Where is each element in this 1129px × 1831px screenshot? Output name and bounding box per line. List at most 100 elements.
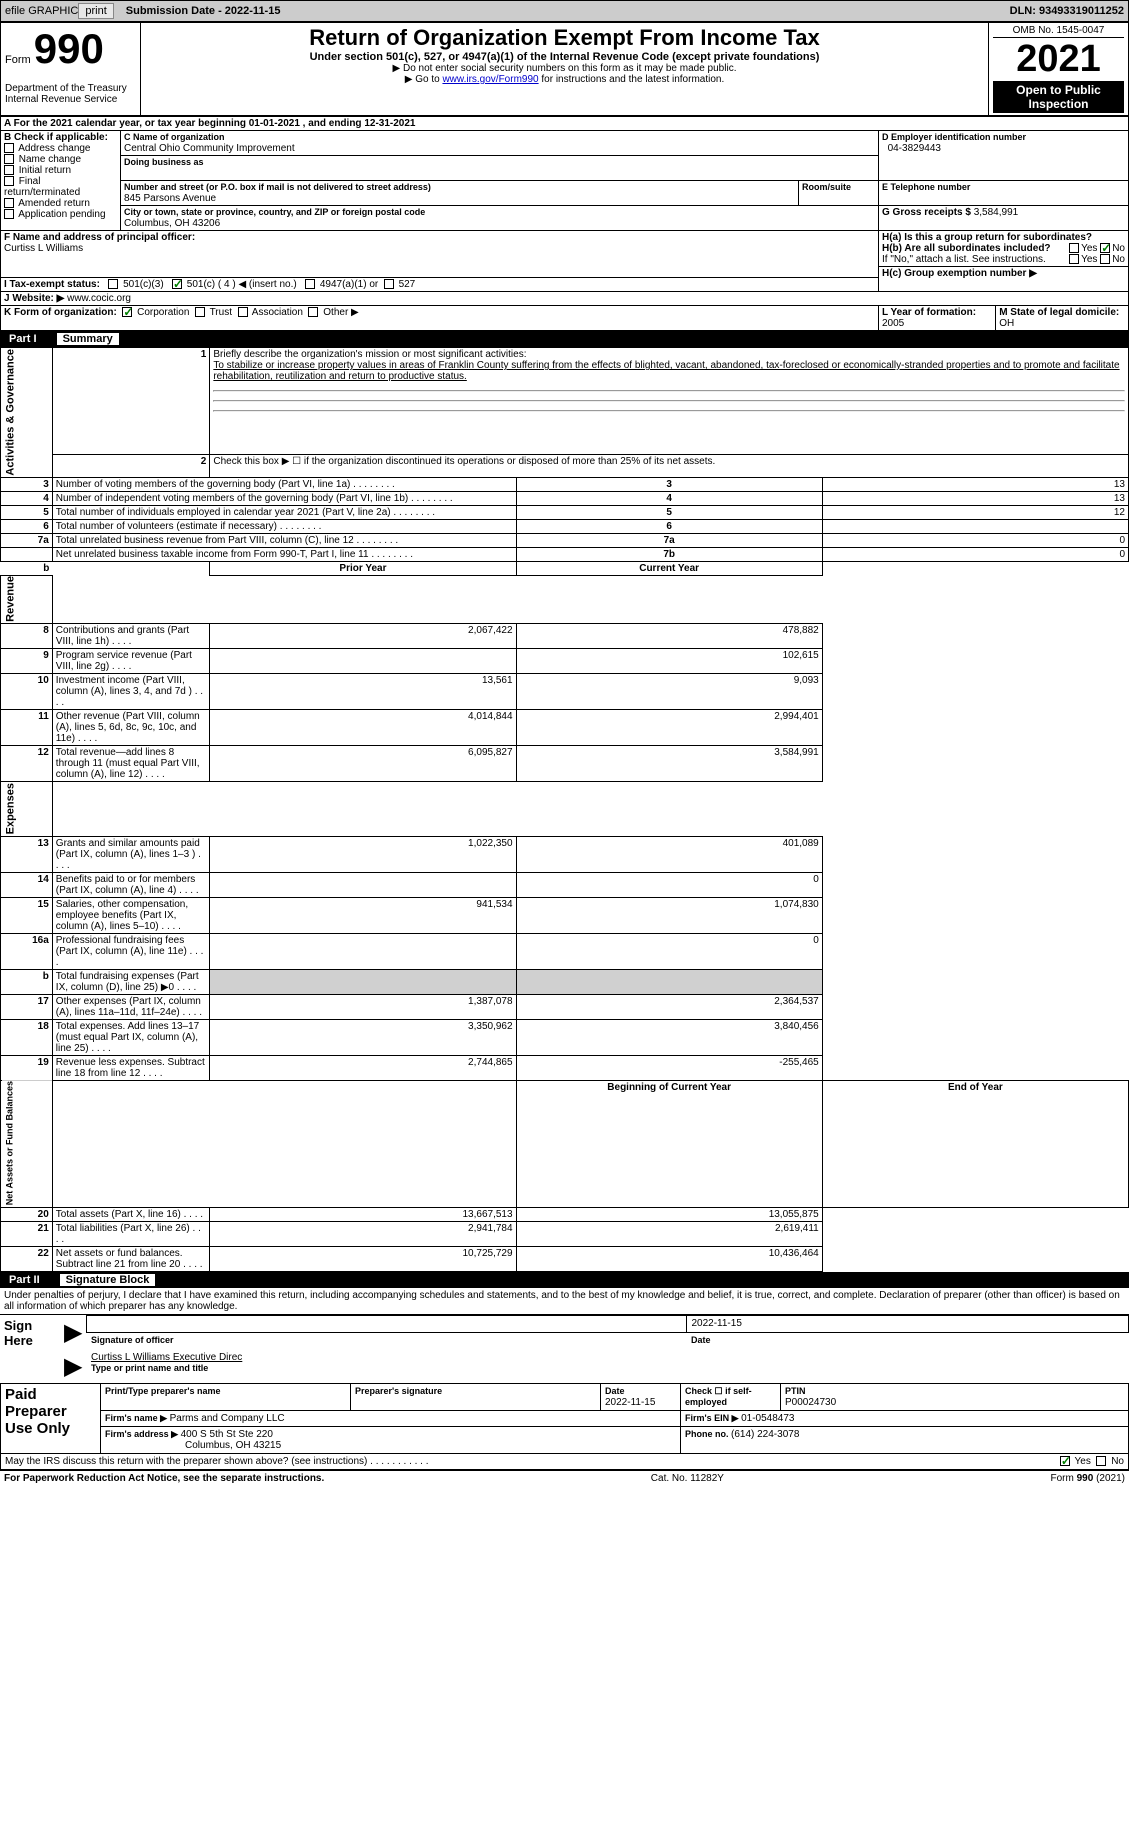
form-subtitle: Under section 501(c), 527, or 4947(a)(1)… — [145, 51, 984, 63]
form-title: Return of Organization Exempt From Incom… — [145, 25, 984, 51]
table-row: 8Contributions and grants (Part VIII, li… — [1, 624, 1129, 649]
k-label: K Form of organization: — [4, 307, 117, 318]
ha-yes-checkbox[interactable] — [1069, 243, 1079, 253]
table-row: 9Program service revenue (Part VIII, lin… — [1, 649, 1129, 674]
part1-header: Part I Summary — [0, 331, 1129, 347]
gross-receipts: 3,584,991 — [974, 207, 1019, 218]
k-trust-checkbox[interactable] — [195, 307, 205, 317]
tax-year: 2021 — [993, 38, 1124, 81]
b-option: Address change — [4, 143, 117, 154]
irs-link[interactable]: www.irs.gov/Form990 — [442, 74, 538, 85]
k-corp-checkbox[interactable] — [122, 307, 132, 317]
submission-date: Submission Date - 2022-11-15 — [126, 5, 281, 17]
irs-label: Internal Revenue Service — [5, 94, 136, 105]
form-number: 990 — [34, 25, 104, 72]
arrow-icon: ▶ — [64, 1353, 82, 1380]
street-address: 845 Parsons Avenue — [124, 193, 216, 204]
b-option: Initial return — [4, 165, 117, 176]
q2: Check this box ▶ ☐ if the organization d… — [210, 454, 1129, 477]
discuss-row: May the IRS discuss this return with the… — [0, 1454, 1129, 1470]
e-label: E Telephone number — [882, 182, 970, 192]
section-a: A For the 2021 calendar year, or tax yea… — [0, 116, 1129, 331]
table-row: 17Other expenses (Part IX, column (A), l… — [1, 994, 1129, 1019]
omb-number: OMB No. 1545-0047 — [993, 25, 1124, 38]
i-label: I Tax-exempt status: — [4, 279, 100, 290]
k-assoc-checkbox[interactable] — [238, 307, 248, 317]
hb-note: If "No," attach a list. See instructions… — [882, 254, 1046, 265]
ein: 04-3829443 — [888, 143, 941, 154]
k-other-checkbox[interactable] — [308, 307, 318, 317]
table-row: 20Total assets (Part X, line 16) . . . .… — [1, 1208, 1129, 1222]
b-option: Amended return — [4, 198, 117, 209]
top-bar: efile GRAPHIC print Submission Date - 20… — [0, 0, 1129, 22]
f-label: F Name and address of principal officer: — [4, 232, 195, 243]
i-501c-checkbox[interactable] — [172, 279, 182, 289]
table-row: 14Benefits paid to or for members (Part … — [1, 872, 1129, 897]
c-label: C Name of organization — [124, 132, 225, 142]
table-row: 18Total expenses. Add lines 13–17 (must … — [1, 1019, 1129, 1055]
table-row: 22Net assets or fund balances. Subtract … — [1, 1247, 1129, 1272]
form-note1: ▶ Do not enter social security numbers o… — [145, 63, 984, 74]
form-label: Form — [5, 54, 31, 66]
hb-label: H(b) Are all subordinates included? — [882, 243, 1051, 254]
table-row: 4Number of independent voting members of… — [1, 491, 1129, 505]
table-row: 12Total revenue—add lines 8 through 11 (… — [1, 746, 1129, 782]
sign-here: Sign Here — [4, 1318, 33, 1348]
ha-label: H(a) Is this a group return for subordin… — [882, 232, 1092, 243]
ptin: P00024730 — [785, 1397, 836, 1408]
i-501c3-checkbox[interactable] — [108, 279, 118, 289]
firm-phone: (614) 224-3078 — [731, 1429, 799, 1440]
preparer-table: Paid Preparer Use Only Print/Type prepar… — [0, 1383, 1129, 1454]
table-row: 15Salaries, other compensation, employee… — [1, 897, 1129, 933]
side-revenue: Revenue — [1, 575, 53, 624]
mission-text: To stabilize or increase property values… — [213, 360, 1119, 382]
arrow-icon: ▶ — [64, 1319, 82, 1346]
b-option: Name change — [4, 154, 117, 165]
table-row: 13Grants and similar amounts paid (Part … — [1, 836, 1129, 872]
efile-label: efile GRAPHIC — [5, 5, 78, 17]
officer-typed-name: Curtiss L Williams Executive Direc — [91, 1352, 1125, 1363]
sig-date: 2022-11-15 — [691, 1318, 741, 1329]
year-formation: 2005 — [882, 318, 904, 329]
ha-no-checkbox[interactable] — [1100, 243, 1110, 253]
table-row: 19Revenue less expenses. Subtract line 1… — [1, 1055, 1129, 1080]
footer-right: Form 990 (2021) — [1051, 1473, 1125, 1484]
open-inspection: Open to Public Inspection — [993, 81, 1124, 113]
table-row: bTotal fundraising expenses (Part IX, co… — [1, 969, 1129, 994]
signature-table: Sign Here ▶ 2022-11-15 Signature of offi… — [0, 1315, 1129, 1383]
discuss-no-checkbox[interactable] — [1096, 1456, 1106, 1466]
paid-preparer: Paid Preparer Use Only — [5, 1386, 70, 1437]
dba-label: Doing business as — [124, 157, 204, 167]
dln: DLN: 93493319011252 — [1010, 5, 1124, 17]
declaration: Under penalties of perjury, I declare th… — [0, 1288, 1129, 1315]
i-527-checkbox[interactable] — [384, 279, 394, 289]
firm-ein: 01-0548473 — [741, 1413, 794, 1424]
form-note2: ▶ Go to www.irs.gov/Form990 for instruct… — [145, 74, 984, 85]
table-row: 11Other revenue (Part VIII, column (A), … — [1, 710, 1129, 746]
org-name: Central Ohio Community Improvement — [124, 143, 295, 154]
part2-header: Part II Signature Block — [0, 1272, 1129, 1288]
room-label: Room/suite — [802, 182, 851, 192]
firm-addr1: 400 S 5th St Ste 220 — [181, 1429, 273, 1440]
g-label: G Gross receipts $ — [882, 207, 974, 218]
table-row: 5Total number of individuals employed in… — [1, 505, 1129, 519]
i-4947-checkbox[interactable] — [305, 279, 315, 289]
side-activities: Activities & Governance — [1, 348, 53, 478]
box-b: B Check if applicable: Address change Na… — [1, 131, 121, 231]
hc-label: H(c) Group exemption number ▶ — [882, 268, 1037, 279]
q1-label: Briefly describe the organization's miss… — [213, 349, 526, 360]
firm-name: Parms and Company LLC — [170, 1413, 285, 1424]
discuss-yes-checkbox[interactable] — [1060, 1456, 1070, 1466]
hb-no-checkbox[interactable] — [1100, 254, 1110, 264]
print-button[interactable]: print — [78, 3, 113, 19]
b-option: Application pending — [4, 209, 117, 220]
table-row: 6Total number of volunteers (estimate if… — [1, 519, 1129, 533]
website: www.cocic.org — [64, 293, 131, 304]
firm-addr2: Columbus, OH 43215 — [185, 1440, 281, 1451]
b-option: Final return/terminated — [4, 176, 117, 198]
officer-name: Curtiss L Williams — [4, 243, 83, 254]
addr-label: Number and street (or P.O. box if mail i… — [124, 182, 431, 192]
city-label: City or town, state or province, country… — [124, 207, 425, 217]
hb-yes-checkbox[interactable] — [1069, 254, 1079, 264]
table-row: 7aTotal unrelated business revenue from … — [1, 533, 1129, 547]
